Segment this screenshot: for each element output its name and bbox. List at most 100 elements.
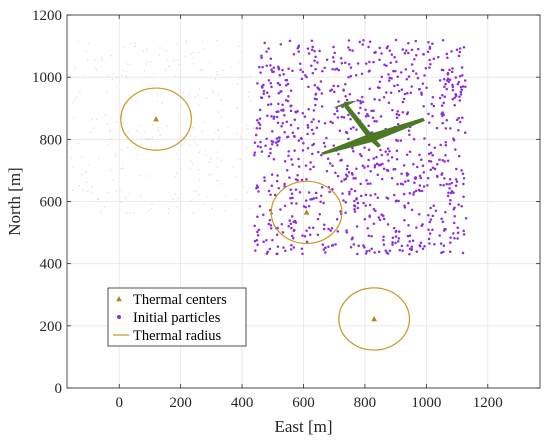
- faint-dot: [176, 172, 178, 174]
- faint-dot: [120, 149, 123, 151]
- legend-label: Thermal radius: [133, 328, 222, 344]
- particle-point: [450, 181, 453, 185]
- particle-point: [428, 121, 431, 124]
- particle-point: [405, 78, 409, 81]
- particle-point: [377, 163, 381, 167]
- faint-dot: [189, 167, 191, 169]
- particle-point: [309, 198, 312, 201]
- particle-point: [396, 75, 399, 79]
- particle-point: [258, 65, 261, 69]
- faint-dot: [220, 159, 222, 162]
- particle-point: [352, 243, 356, 246]
- particle-point: [396, 240, 400, 243]
- faint-dot: [142, 50, 145, 52]
- particle-point: [281, 122, 285, 125]
- particle-point: [288, 219, 291, 222]
- particle-point: [344, 83, 347, 86]
- particle-point: [388, 249, 392, 253]
- particle-point: [290, 104, 293, 107]
- particle-point: [428, 242, 431, 245]
- legend-marker-thermal-centers: [116, 296, 122, 302]
- particle-point: [319, 194, 323, 198]
- particle-point: [265, 137, 268, 140]
- faint-dot: [123, 47, 126, 49]
- particle-point: [394, 69, 397, 73]
- particle-point: [407, 42, 410, 45]
- faint-dot: [122, 167, 124, 170]
- faint-dot: [198, 178, 201, 181]
- particle-point: [308, 226, 311, 230]
- particle-point: [389, 61, 392, 65]
- particle-point: [456, 226, 459, 230]
- faint-dot: [202, 68, 204, 70]
- particle-point: [262, 92, 266, 95]
- particle-point: [333, 112, 336, 116]
- faint-dot: [176, 43, 179, 46]
- faint-dot: [79, 90, 81, 93]
- particle-point: [289, 89, 293, 92]
- particle-point: [459, 85, 463, 89]
- particle-point: [352, 177, 355, 180]
- particle-point: [390, 156, 394, 159]
- faint-dot: [203, 121, 205, 124]
- particle-point: [293, 118, 297, 121]
- particle-point: [324, 246, 327, 250]
- particle-point: [367, 70, 371, 73]
- particle-point: [351, 173, 354, 176]
- particle-point: [289, 109, 293, 113]
- particle-point: [310, 48, 314, 52]
- faint-dot: [119, 189, 121, 191]
- faint-dot: [95, 118, 98, 121]
- particle-point: [418, 213, 421, 216]
- particle-point: [410, 85, 413, 88]
- faint-dot: [220, 183, 222, 185]
- particle-point: [378, 80, 382, 84]
- particle-point: [408, 191, 412, 195]
- faint-dot: [205, 195, 208, 198]
- particle-point: [408, 240, 411, 243]
- particle-point: [458, 95, 461, 98]
- faint-dot: [209, 157, 212, 160]
- particle-point: [338, 129, 342, 133]
- particle-point: [291, 131, 295, 135]
- faint-dot: [237, 158, 239, 161]
- faint-dot: [134, 147, 137, 150]
- particle-point: [416, 165, 419, 169]
- x-tick-label: 0: [115, 395, 123, 411]
- particle-point: [365, 179, 368, 182]
- particle-point: [267, 189, 271, 193]
- particle-point: [337, 68, 341, 72]
- particle-point: [406, 91, 409, 95]
- faint-dot: [239, 76, 241, 79]
- faint-dot: [85, 50, 87, 53]
- particle-point: [269, 81, 272, 85]
- particle-point: [397, 230, 401, 233]
- faint-dot: [146, 48, 148, 51]
- particle-point: [394, 241, 397, 245]
- particle-point: [450, 189, 454, 193]
- x-tick-label: 400: [231, 395, 254, 411]
- particle-point: [462, 195, 465, 199]
- particle-point: [449, 198, 452, 202]
- y-axis-label: North [m]: [5, 167, 24, 235]
- faint-dot: [86, 181, 88, 184]
- particle-point: [301, 234, 304, 237]
- particle-point: [254, 249, 257, 252]
- faint-dot: [238, 45, 240, 48]
- faint-dot: [143, 70, 146, 72]
- faint-dot: [246, 124, 248, 126]
- particle-point: [403, 206, 407, 209]
- particle-point: [254, 133, 258, 137]
- particle-point: [270, 140, 273, 143]
- particle-point: [441, 158, 445, 162]
- particle-point: [293, 135, 296, 138]
- particle-point: [279, 43, 283, 46]
- particle-point: [349, 245, 353, 249]
- particle-point: [394, 230, 397, 233]
- particle-point: [434, 209, 438, 213]
- particle-point: [343, 178, 346, 182]
- particle-point: [364, 204, 368, 207]
- particle-point: [393, 56, 396, 59]
- faint-dot: [126, 146, 129, 149]
- particle-point: [410, 63, 414, 66]
